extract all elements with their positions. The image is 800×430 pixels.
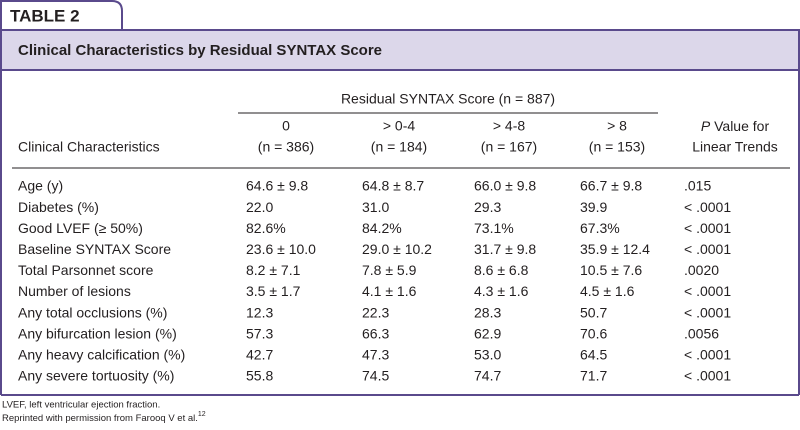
- cell: 12.3: [246, 304, 273, 320]
- row-label: Number of lesions: [18, 283, 131, 299]
- cell: < .0001: [684, 241, 731, 257]
- p-italic: P: [701, 118, 711, 134]
- cell: 28.3: [474, 304, 501, 320]
- cell: 22.3: [362, 304, 389, 320]
- cell: 66.0 ± 9.8: [474, 178, 536, 194]
- cell: 71.7: [580, 368, 607, 384]
- source-note: Reprinted with permission from Farooq V …: [2, 411, 206, 424]
- cell: 22.0: [246, 199, 273, 215]
- cell: 42.7: [246, 347, 273, 363]
- row-label: Any heavy calcification (%): [18, 347, 185, 363]
- row-label: Any bifurcation lesion (%): [18, 325, 177, 341]
- cell: < .0001: [684, 304, 731, 320]
- cell: 31.7 ± 9.8: [474, 241, 536, 257]
- row-label: Diabetes (%): [18, 199, 99, 215]
- cell: 35.9 ± 12.4: [580, 241, 650, 257]
- column-header: > 8: [607, 118, 627, 134]
- cell: < .0001: [684, 220, 731, 236]
- cell: 23.6 ± 10.0: [246, 241, 316, 257]
- column-header: (n = 184): [371, 139, 427, 155]
- p-header: P Value for: [701, 118, 770, 134]
- source-text: Reprinted with permission from Farooq V …: [2, 413, 198, 424]
- cell: 66.3: [362, 325, 389, 341]
- cell: 73.1%: [474, 220, 514, 236]
- cell: 70.6: [580, 325, 607, 341]
- cell: 62.9: [474, 325, 501, 341]
- cell: .015: [684, 178, 711, 194]
- source-ref: 12: [198, 411, 206, 418]
- cell: < .0001: [684, 347, 731, 363]
- cell: 4.1 ± 1.6: [362, 283, 417, 299]
- cell: 57.3: [246, 325, 273, 341]
- cell: 29.3: [474, 199, 501, 215]
- cell: 66.7 ± 9.8: [580, 178, 642, 194]
- tab: [0, 0, 123, 30]
- cell: 74.5: [362, 368, 389, 384]
- column-header: (n = 167): [481, 139, 537, 155]
- cell: 64.6 ± 9.8: [246, 178, 308, 194]
- cell: 64.5: [580, 347, 607, 363]
- footnote: LVEF, left ventricular ejection fraction…: [2, 400, 160, 411]
- cell: < .0001: [684, 368, 731, 384]
- cell: 67.3%: [580, 220, 620, 236]
- column-header: 0: [282, 118, 290, 134]
- row-label: Any total occlusions (%): [18, 304, 167, 320]
- row-label: Good LVEF (≥ 50%): [18, 220, 143, 236]
- column-header: > 0-4: [383, 118, 416, 134]
- cell: 3.5 ± 1.7: [246, 283, 301, 299]
- title-band: [0, 29, 800, 71]
- table-body: 0 (n = 386) > 0-4 (n = 184) > 4-8 (n = 167) > …: [18, 118, 731, 384]
- cell: 39.9: [580, 199, 607, 215]
- row-label: Any severe tortuosity (%): [18, 368, 174, 384]
- row-label: Total Parsonnet score: [18, 262, 154, 278]
- cell: 50.7: [580, 304, 607, 320]
- cell: < .0001: [684, 199, 731, 215]
- cell: 74.7: [474, 368, 501, 384]
- cell: .0056: [684, 325, 719, 341]
- column-header: (n = 386): [258, 139, 314, 155]
- cell: .0020: [684, 262, 719, 278]
- table-label: TABLE 2: [10, 6, 80, 25]
- cell: 84.2%: [362, 220, 402, 236]
- cell: 31.0: [362, 199, 389, 215]
- cell: 4.3 ± 1.6: [474, 283, 529, 299]
- cell: 64.8 ± 8.7: [362, 178, 424, 194]
- cell: 29.0 ± 10.2: [362, 241, 432, 257]
- cell: 53.0: [474, 347, 501, 363]
- cell: 82.6%: [246, 220, 286, 236]
- column-header: > 4-8: [493, 118, 526, 134]
- cell: 47.3: [362, 347, 389, 363]
- table-title: Clinical Characteristics by Residual SYN…: [18, 42, 382, 59]
- cell: < .0001: [684, 283, 731, 299]
- cell: 8.2 ± 7.1: [246, 262, 301, 278]
- p-rest: Value for: [714, 118, 769, 134]
- cell: 10.5 ± 7.6: [580, 262, 642, 278]
- row-label: Baseline SYNTAX Score: [18, 241, 171, 257]
- cell: 4.5 ± 1.6: [580, 283, 635, 299]
- group-header: Residual SYNTAX Score (n = 887): [341, 91, 555, 107]
- cell: 7.8 ± 5.9: [362, 262, 417, 278]
- cell: 8.6 ± 6.8: [474, 262, 529, 278]
- row-label: Age (y): [18, 178, 63, 194]
- row-header: Clinical Characteristics: [18, 139, 160, 155]
- cell: 55.8: [246, 368, 273, 384]
- column-header: (n = 153): [589, 139, 645, 155]
- p-header-line2: Linear Trends: [692, 139, 778, 155]
